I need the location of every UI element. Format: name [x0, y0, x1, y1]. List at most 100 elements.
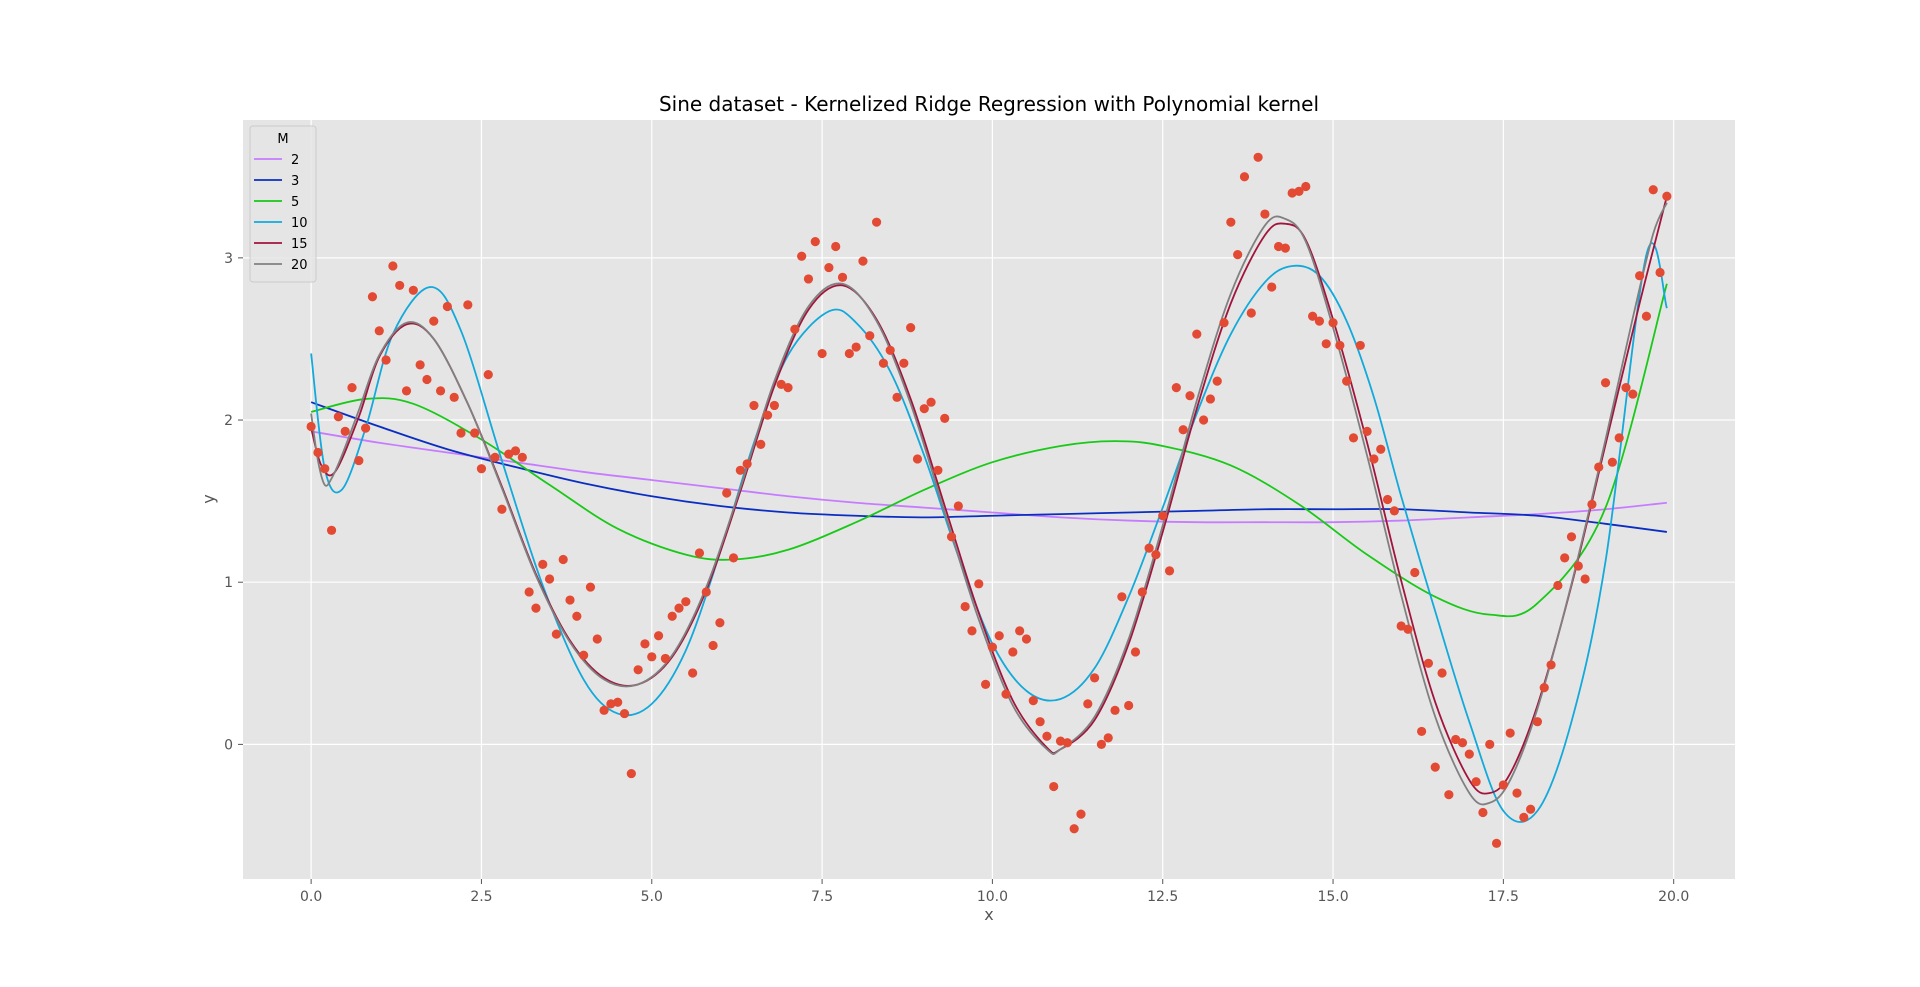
- data-point: [871, 217, 882, 227]
- legend-label: 10: [291, 216, 308, 231]
- data-point: [1430, 762, 1440, 772]
- data-point: [1246, 308, 1256, 318]
- data-point: [1485, 739, 1495, 749]
- data-point: [933, 465, 943, 475]
- data-point: [1008, 647, 1018, 657]
- data-point: [1457, 738, 1468, 748]
- data-point: [354, 455, 364, 466]
- data-point: [783, 382, 793, 393]
- data-point: [429, 316, 439, 326]
- data-point: [1137, 587, 1147, 597]
- data-point: [851, 342, 861, 352]
- data-point: [374, 326, 384, 336]
- data-points: [306, 152, 1672, 848]
- data-point: [899, 358, 909, 368]
- x-axis-label: x: [984, 905, 993, 924]
- data-point: [885, 345, 895, 355]
- data-point: [1410, 567, 1420, 578]
- data-point: [565, 595, 575, 605]
- data-point: [333, 412, 343, 422]
- data-point: [1437, 668, 1447, 678]
- data-point: [599, 705, 609, 715]
- legend-label: 5: [291, 195, 299, 210]
- data-point: [858, 256, 868, 266]
- data-point: [742, 459, 752, 469]
- data-point: [640, 639, 650, 649]
- data-point: [837, 272, 848, 282]
- data-point: [722, 488, 732, 498]
- data-point: [1580, 574, 1590, 584]
- data-point: [1444, 790, 1454, 800]
- data-point: [980, 679, 991, 689]
- data-point: [449, 392, 459, 402]
- data-point: [1151, 550, 1161, 560]
- data-point: [1607, 457, 1617, 467]
- data-point: [408, 285, 418, 295]
- data-point: [524, 587, 534, 597]
- data-point: [1539, 683, 1549, 693]
- data-point: [1321, 339, 1331, 349]
- data-point: [1348, 433, 1359, 443]
- data-point: [1124, 700, 1134, 711]
- data-point: [1655, 267, 1665, 278]
- data-point: [1226, 217, 1236, 227]
- y-tick-label: 2: [224, 413, 233, 429]
- data-point: [1403, 624, 1413, 634]
- data-point: [1641, 311, 1652, 321]
- data-point: [415, 360, 425, 370]
- data-point: [1648, 185, 1658, 195]
- data-point: [1178, 425, 1188, 435]
- data-point: [708, 640, 718, 651]
- data-point: [1546, 660, 1556, 670]
- data-point: [1192, 329, 1202, 339]
- data-point: [340, 426, 350, 436]
- legend: M2 3 5 10 15 20: [249, 125, 317, 283]
- data-point: [1028, 696, 1038, 706]
- data-point: [831, 241, 841, 252]
- data-point: [953, 501, 963, 511]
- data-point: [1614, 433, 1624, 443]
- data-point: [1362, 426, 1372, 436]
- data-point: [994, 631, 1004, 641]
- data-point: [967, 626, 977, 636]
- data-point: [1600, 378, 1611, 388]
- data-point: [388, 261, 398, 271]
- data-point: [1199, 415, 1209, 425]
- data-point: [797, 251, 807, 261]
- data-point: [769, 400, 779, 411]
- data-point: [463, 300, 473, 310]
- data-point: [1505, 728, 1515, 738]
- data-point: [1035, 717, 1045, 727]
- data-point: [667, 611, 677, 621]
- data-point: [1464, 749, 1474, 759]
- data-point: [912, 454, 923, 464]
- data-point: [1239, 172, 1250, 182]
- data-point: [701, 587, 711, 597]
- data-point: [681, 597, 691, 607]
- data-point: [572, 611, 582, 621]
- data-point: [960, 601, 970, 612]
- data-point: [1233, 250, 1243, 260]
- data-point: [817, 348, 827, 359]
- legend-label: 2: [291, 153, 299, 168]
- data-point: [1103, 733, 1113, 743]
- data-point: [1130, 647, 1141, 657]
- data-point: [456, 428, 466, 438]
- data-point: [497, 504, 507, 514]
- y-tick-label: 0: [224, 737, 233, 753]
- data-point: [544, 574, 555, 584]
- data-point: [694, 548, 705, 558]
- data-point: [1117, 592, 1127, 602]
- data-point: [435, 386, 446, 396]
- data-point: [762, 410, 773, 420]
- data-point: [1021, 634, 1032, 644]
- data-point: [1417, 726, 1427, 737]
- data-point: [660, 653, 670, 664]
- data-point: [1328, 318, 1338, 328]
- x-tick-label: 15.0: [1317, 889, 1348, 905]
- data-point: [313, 447, 323, 458]
- data-point: [1001, 689, 1011, 699]
- data-point: [1594, 462, 1604, 472]
- data-point: [585, 582, 596, 592]
